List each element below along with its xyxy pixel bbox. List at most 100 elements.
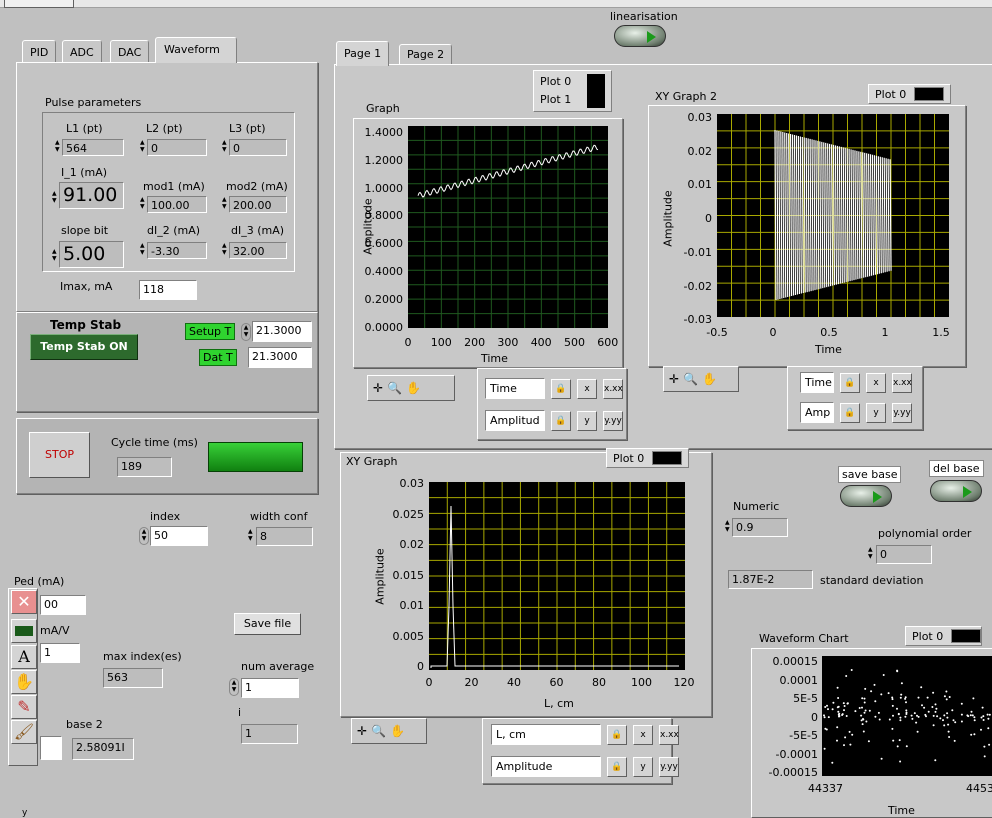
numeric-stepper[interactable]: ▲ ▼ [725, 519, 730, 533]
index-stepper[interactable]: ▲ ▼ [139, 527, 149, 545]
l1-field[interactable]: 564 [62, 139, 124, 156]
xy2-series-segment [871, 154, 875, 276]
pan-hand-icon[interactable]: ✋ [406, 381, 421, 395]
ped-label: Ped (mA) [14, 575, 65, 588]
graph1-x-scale-row: Time 🔒 x x.xx [485, 378, 623, 399]
window-corner-control[interactable] [4, 0, 74, 8]
di3-stepper[interactable]: ▲ ▼ [222, 242, 227, 256]
stop-button[interactable]: STOP [29, 432, 90, 478]
del-base-button[interactable] [930, 480, 982, 502]
width-conf-field[interactable]: 8 [256, 527, 313, 546]
mod2-stepper[interactable]: ▲ ▼ [222, 196, 227, 210]
di2-field[interactable]: -3.30 [147, 242, 207, 259]
lock-icon[interactable]: 🔒 [551, 378, 571, 399]
polynomial-order-stepper[interactable]: ▲ ▼ [868, 546, 873, 560]
mod2-field[interactable]: 200.00 [229, 196, 287, 213]
close-icon[interactable]: ✕ [11, 590, 37, 614]
xy2-x-tick: 1.5 [932, 326, 950, 339]
cursor-move-icon[interactable]: ✛ [357, 724, 368, 738]
i1-stepper[interactable]: ▲ ▼ [52, 190, 57, 204]
setup-t-field[interactable]: 21.3000 [252, 321, 312, 342]
polynomial-order-field[interactable]: 0 [876, 545, 932, 564]
i1-field[interactable]: 91.00 [59, 182, 124, 209]
zoom-icon[interactable]: 🔍 [683, 372, 699, 386]
xy1-x-axis-name[interactable]: L, cm [491, 724, 601, 745]
format-y-icon[interactable]: y.yy [603, 410, 623, 431]
autoscale-x-icon[interactable]: x [866, 372, 886, 393]
cursor-move-icon[interactable]: ✛ [669, 372, 680, 386]
save-file-button[interactable]: Save file [234, 613, 301, 635]
tab-adc[interactable]: ADC [62, 40, 102, 63]
text-tool-icon[interactable]: A [11, 645, 37, 669]
autoscale-x-icon[interactable]: x [577, 378, 597, 399]
autoscale-y-icon[interactable]: y [866, 402, 886, 423]
zoom-icon[interactable]: 🔍 [387, 381, 403, 395]
xy2-x-tick: -0.5 [706, 326, 728, 339]
imax-field[interactable]: 118 [139, 280, 197, 300]
format-x-icon[interactable]: x.xx [659, 724, 679, 745]
l1-stepper[interactable]: ▲ ▼ [55, 139, 60, 153]
tab-dac[interactable]: DAC [110, 40, 150, 63]
autoscale-y-icon[interactable]: y [633, 756, 653, 777]
lock-icon[interactable]: 🔒 [607, 756, 627, 777]
autoscale-y-icon[interactable]: y [577, 410, 597, 431]
xy1-y-axis-name[interactable]: Amplitude [491, 756, 601, 777]
format-x-icon[interactable]: x.xx [892, 372, 912, 393]
graph1-graph-palette[interactable]: ✛ 🔍 ✋ [367, 375, 455, 401]
temp-stab-button[interactable]: Temp Stab ON [30, 334, 138, 360]
xy2-series-segment [803, 137, 806, 293]
di2-stepper[interactable]: ▲ ▼ [140, 242, 145, 256]
l2-field[interactable]: 0 [147, 139, 207, 156]
waveform-chart-y-tick: 0 [811, 710, 818, 724]
lock-icon[interactable]: 🔒 [607, 724, 627, 745]
xy2-y-axis-name[interactable]: Amp [800, 402, 834, 423]
num-average-stepper[interactable]: ▲ ▼ [229, 678, 239, 696]
ped-field[interactable]: 00 [40, 595, 86, 615]
slope-stepper[interactable]: ▲ ▼ [52, 248, 57, 262]
lock-icon[interactable]: 🔒 [840, 372, 860, 393]
mod1-stepper[interactable]: ▲ ▼ [140, 196, 145, 210]
slope-field[interactable]: 5.00 [59, 241, 124, 268]
tab-pid[interactable]: PID [22, 40, 57, 63]
waveform-chart-y-tick: 0.0001 [779, 673, 819, 687]
l3-stepper[interactable]: ▲ ▼ [222, 139, 227, 153]
num-average-field[interactable]: 1 [241, 678, 299, 698]
xy1-graph-palette[interactable]: ✛ 🔍 ✋ [351, 718, 427, 744]
pan-hand-icon[interactable]: ✋ [390, 724, 405, 738]
format-y-icon[interactable]: y.yy [659, 756, 679, 777]
mav-field[interactable]: 1 [40, 643, 80, 663]
width-conf-stepper[interactable]: ▲ ▼ [248, 528, 253, 542]
zoom-icon[interactable]: 🔍 [371, 724, 387, 738]
linearisation-toggle[interactable] [614, 25, 666, 47]
lock-icon[interactable]: 🔒 [840, 402, 860, 423]
format-x-icon[interactable]: x.xx [603, 378, 623, 399]
graph1-y-axis-name[interactable]: Amplitud [485, 410, 545, 431]
waveform-chart-point [896, 707, 898, 710]
base2-left-field[interactable] [40, 736, 62, 760]
color-picker-icon[interactable]: ✎ [11, 695, 37, 719]
tab-page2[interactable]: Page 2 [399, 44, 453, 65]
del-base-label: del base [929, 460, 984, 477]
xy2-graph-palette[interactable]: ✛ 🔍 ✋ [663, 366, 739, 392]
graph1-x-axis-name[interactable]: Time [485, 378, 545, 399]
auto-tool-icon[interactable] [11, 619, 37, 643]
l3-field[interactable]: 0 [229, 139, 287, 156]
tab-waveform[interactable]: Waveform [155, 37, 237, 63]
numeric-field[interactable]: 0.9 [732, 518, 788, 537]
setup-t-stepper[interactable]: ▲ ▼ [241, 323, 251, 341]
l2-stepper[interactable]: ▲ ▼ [140, 139, 145, 153]
brush-icon[interactable]: 🖌 [11, 720, 37, 744]
save-base-button[interactable] [840, 485, 892, 507]
autoscale-x-icon[interactable]: x [633, 724, 653, 745]
di3-field[interactable]: 32.00 [229, 242, 287, 259]
xy2-y-scale-row: Amp 🔒 y y.yy [800, 402, 912, 423]
mod1-field[interactable]: 100.00 [147, 196, 207, 213]
xy2-x-axis-name[interactable]: Time [800, 372, 834, 393]
index-field[interactable]: 50 [150, 526, 208, 546]
lock-icon[interactable]: 🔒 [551, 410, 571, 431]
hand-tool-icon[interactable]: ✋ [11, 670, 37, 694]
format-y-icon[interactable]: y.yy [892, 402, 912, 423]
cursor-move-icon[interactable]: ✛ [373, 381, 384, 395]
pan-hand-icon[interactable]: ✋ [702, 372, 717, 386]
tab-page1[interactable]: Page 1 [336, 41, 390, 66]
